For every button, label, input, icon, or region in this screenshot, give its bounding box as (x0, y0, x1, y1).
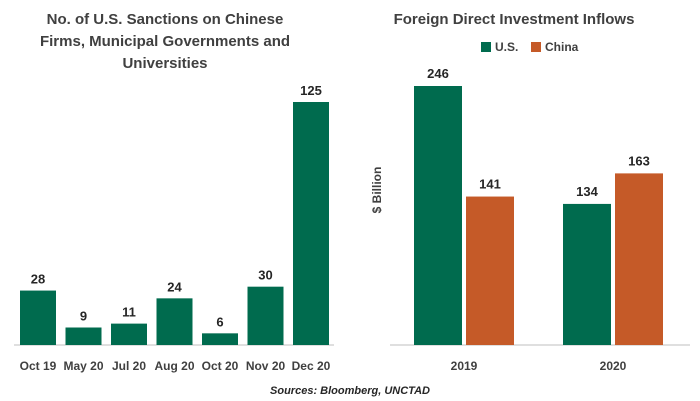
legend-us-swatch (481, 42, 491, 52)
sanctions-bar (247, 286, 284, 345)
sanctions-data-label: 6 (216, 314, 223, 329)
sanctions-x-tick-label: Nov 20 (246, 359, 286, 373)
fdi-x-tick-label: 2020 (600, 359, 627, 373)
sanctions-data-label: 28 (31, 272, 45, 287)
fdi-chart: Foreign Direct Investment Inflows U.S. C… (370, 11, 690, 373)
fdi-data-label: 163 (628, 153, 650, 168)
sanctions-x-tick-label: Dec 20 (292, 359, 331, 373)
fdi-data-label: 141 (479, 177, 501, 192)
sanctions-title-line-1: No. of U.S. Sanctions on Chinese (47, 11, 284, 28)
sanctions-bar (156, 298, 193, 345)
sanctions-x-tick-label: Aug 20 (154, 359, 194, 373)
sanctions-x-tick-label: Jul 20 (112, 359, 146, 373)
sanctions-data-label: 30 (258, 268, 272, 283)
legend-china-swatch (531, 42, 541, 52)
sanctions-bar (202, 333, 238, 345)
sanctions-data-label: 24 (167, 279, 182, 294)
sanctions-bar (293, 102, 329, 345)
fdi-bar-us (563, 203, 611, 345)
fdi-title: Foreign Direct Investment Inflows (394, 11, 635, 28)
sanctions-bar (20, 290, 56, 345)
fdi-data-label: 246 (427, 66, 449, 81)
fdi-x-tick-label: 2019 (451, 359, 478, 373)
sanctions-x-tick-label: Oct 20 (202, 359, 239, 373)
fdi-data-label: 134 (576, 184, 598, 199)
sanctions-data-label: 9 (80, 309, 87, 324)
fdi-bar-china (615, 173, 663, 345)
sanctions-x-tick-label: May 20 (63, 359, 103, 373)
fdi-legend: U.S. China (481, 40, 579, 54)
sanctions-title-line-2: Firms, Municipal Governments and (40, 33, 290, 50)
legend-china-label: China (545, 40, 579, 54)
legend-us-label: U.S. (495, 40, 518, 54)
sanctions-title-line-3: Universities (122, 55, 207, 72)
fdi-bar-china (466, 196, 514, 345)
source-note: Sources: Bloomberg, UNCTAD (270, 385, 430, 397)
sanctions-data-label: 11 (122, 305, 136, 320)
fdi-y-axis-label: $ Billion (370, 167, 384, 214)
sanctions-x-tick-label: Oct 19 (20, 359, 57, 373)
sanctions-bars: 28 Oct 19 9 May 20 11 Jul 20 24 Aug 20 6 Oct 20 30… (20, 83, 331, 373)
sanctions-bar (111, 323, 147, 345)
sanctions-chart: No. of U.S. Sanctions on Chinese Firms, … (14, 11, 334, 373)
sanctions-data-label: 125 (300, 83, 322, 98)
sanctions-bar (65, 327, 102, 345)
fdi-bars: 246 141 2019 134 163 2020 (414, 66, 663, 373)
fdi-bar-us (414, 86, 462, 345)
